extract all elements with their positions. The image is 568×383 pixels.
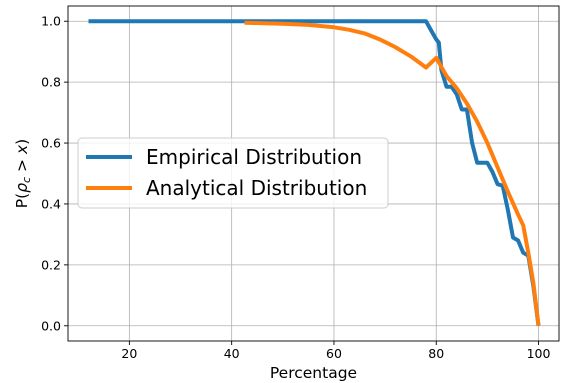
x-tick-label: 100 [527, 346, 551, 361]
y-axis-label-subscript: c [20, 177, 33, 183]
series-line-empirical [88, 19, 541, 327]
y-axis-label-relation: > [13, 154, 31, 177]
y-axis-label-prefix: P( [13, 193, 31, 208]
plot-frame [67, 5, 560, 342]
y-tick-label: 1.0 [41, 14, 61, 29]
series-group [88, 19, 541, 327]
y-tick-label: 0.4 [41, 196, 61, 211]
ticks: 20 40 60 80 100 0.0 0.2 0.4 0.6 0.8 1.0 [41, 14, 550, 361]
x-axis-label: Percentage [270, 364, 357, 382]
x-tick-label: 80 [428, 346, 444, 361]
y-axis-label-suffix: ) [13, 139, 31, 145]
y-axis-label-variable: x [13, 144, 31, 155]
y-tick-label: 0.0 [41, 318, 61, 333]
legend: Empirical Distribution Analytical Distrib… [77, 137, 389, 209]
x-tick-label: 40 [224, 346, 240, 361]
x-tick-label: 20 [121, 346, 137, 361]
legend-label-analytical: Analytical Distribution [146, 176, 367, 200]
y-tick-label: 0.8 [41, 75, 61, 90]
y-tick-label: 0.2 [41, 257, 61, 272]
legend-label-empirical: Empirical Distribution [146, 145, 362, 169]
x-tick-label: 60 [326, 346, 342, 361]
y-tick-label: 0.6 [41, 136, 61, 151]
y-axis-label-symbol: ρ [13, 183, 31, 193]
y-axis-label: P(ρc > x) [13, 139, 33, 208]
series-line-analytical [244, 20, 541, 327]
legend-box [77, 137, 389, 209]
